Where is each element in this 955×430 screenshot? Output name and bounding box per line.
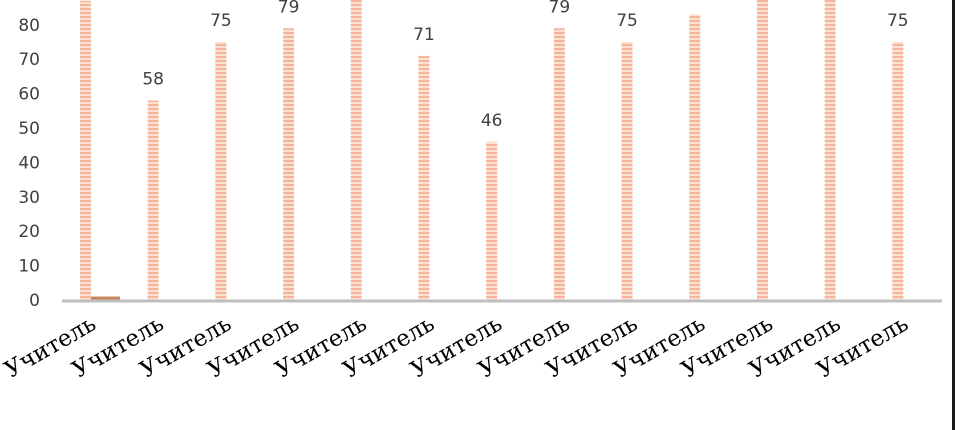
bars — [80, 0, 904, 301]
y-tick-label: 80 — [18, 16, 40, 36]
bar — [350, 0, 362, 300]
data-label: 58 — [142, 69, 164, 89]
data-labels: 58 75 79 71 46 79 75 75 — [142, 0, 908, 131]
bar — [892, 42, 904, 300]
data-label: 75 — [887, 11, 909, 31]
data-label: 75 — [616, 11, 638, 31]
data-label: 79 — [549, 0, 571, 17]
bar — [418, 55, 430, 301]
data-label: 71 — [413, 25, 435, 45]
y-tick-label: 20 — [18, 222, 40, 242]
bar — [621, 42, 633, 300]
bar-secondary — [91, 296, 120, 300]
bar — [553, 28, 565, 301]
bar — [486, 141, 498, 300]
y-tick-label: 40 — [18, 153, 40, 173]
y-tick-label: 60 — [18, 85, 40, 105]
data-label: 75 — [210, 11, 232, 31]
bar — [756, 0, 768, 300]
y-tick-label: 70 — [18, 50, 40, 70]
bar — [147, 100, 159, 300]
frame-edge — [952, 0, 955, 430]
bar — [215, 42, 227, 300]
bar — [824, 0, 836, 300]
y-tick-label: 30 — [18, 188, 40, 208]
y-tick-label: 0 — [29, 291, 40, 311]
bar — [689, 14, 701, 300]
bar — [283, 28, 295, 301]
bar — [80, 0, 91, 300]
category-labels: УчительУчительУчительУчительУчительУчите… — [0, 311, 912, 384]
y-tick-label: 10 — [18, 257, 40, 277]
data-label: 46 — [481, 111, 503, 131]
y-tick-label: 50 — [18, 119, 40, 139]
y-axis-ticks: 0 10 20 30 40 50 60 70 80 — [18, 16, 40, 311]
data-label: 79 — [278, 0, 300, 17]
